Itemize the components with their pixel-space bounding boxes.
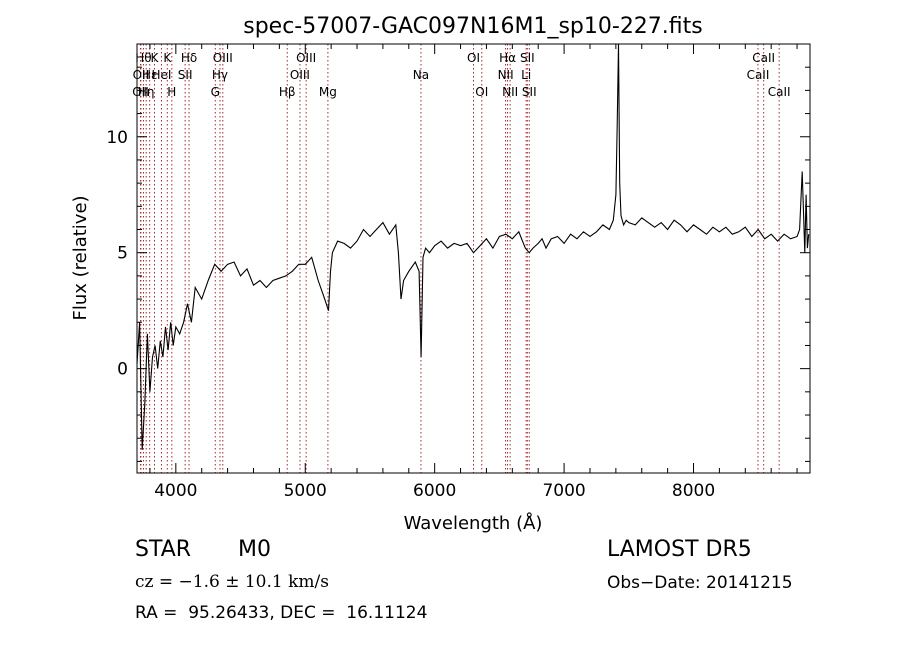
coordinates: RA = 95.26433, DEC = 16.11124 xyxy=(135,603,428,623)
chart-title: spec-57007-GAC097N16M1_sp10-227.fits xyxy=(243,14,703,39)
line-label-8: H xyxy=(167,85,176,99)
line-label-22: Hα xyxy=(499,51,516,65)
line-label-16: OIII xyxy=(296,51,316,65)
line-label-9: SII xyxy=(178,68,193,82)
line-label-19: OI xyxy=(467,51,480,65)
line-label-15: OIII xyxy=(290,68,310,82)
x-tick-label: 4000 xyxy=(154,481,197,501)
y-tick-label: 0 xyxy=(117,360,128,380)
line-label-17: Mg xyxy=(319,85,337,99)
y-tick-label: 10 xyxy=(106,128,128,148)
x-tick-label: 8000 xyxy=(672,481,715,501)
redshift-velocity: cz = −1.6 ± 10.1 km/s xyxy=(135,572,329,592)
spectral-line-markers xyxy=(139,44,780,473)
x-tick-label: 7000 xyxy=(542,481,585,501)
object-class: STAR xyxy=(135,537,192,562)
line-label-26: SII xyxy=(522,85,537,99)
y-tick-label: 5 xyxy=(117,244,128,264)
line-label-0: OII xyxy=(132,85,149,99)
line-label-20: OI xyxy=(475,85,488,99)
line-label-10: Hδ xyxy=(181,51,197,65)
object-subclass: M0 xyxy=(238,537,271,562)
line-label-11: G xyxy=(211,85,220,99)
x-axis: 4000 5000 6000 7000 8000 xyxy=(149,44,798,501)
line-label-5: K xyxy=(151,51,160,65)
line-label-6: HeI xyxy=(151,68,171,82)
line-label-14: Hβ xyxy=(279,85,296,99)
line-label-3: Hη xyxy=(138,85,155,99)
x-axis-label: Wavelength (Å) xyxy=(404,512,543,534)
line-label-27: CaII xyxy=(747,68,770,82)
spectrum-line xyxy=(136,43,810,450)
line-label-18: Na xyxy=(413,68,429,82)
observation-date: Obs−Date: 20141215 xyxy=(607,573,793,593)
y-axis-label: Flux (relative) xyxy=(70,195,91,320)
survey-name: LAMOST DR5 xyxy=(607,537,752,562)
x-tick-label: 5000 xyxy=(284,481,327,501)
x-tick-label: 6000 xyxy=(413,481,456,501)
spectral-line-labels: OIIOIIHθHηHεKHeIKHSIIHδGHγOIIIHβOIIIOIII… xyxy=(132,51,790,99)
line-label-12: Hγ xyxy=(212,68,228,82)
line-label-7: K xyxy=(163,51,172,65)
line-label-13: OIII xyxy=(213,51,233,65)
line-label-4: Hε xyxy=(142,68,158,82)
line-label-29: CaII xyxy=(768,85,791,99)
line-label-21: NII xyxy=(498,68,514,82)
line-label-23: NII xyxy=(502,85,518,99)
line-label-24: Li xyxy=(521,68,531,82)
line-label-25: SII xyxy=(520,51,535,65)
y-axis: 0 5 10 xyxy=(106,43,810,462)
plot-frame xyxy=(136,43,811,474)
line-label-2: Hθ xyxy=(135,51,151,65)
line-label-28: CaII xyxy=(752,51,775,65)
